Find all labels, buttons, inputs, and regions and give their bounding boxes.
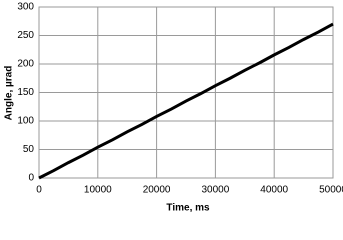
chart: Time, ms Angle, µrad 0501001502002503000… [4,2,343,214]
x-tick-label: 50000 [319,185,343,196]
y-tick-label: 300 [17,2,34,13]
x-tick-label: 20000 [143,185,171,196]
x-tick-label: 10000 [84,185,112,196]
y-tick-label: 0 [28,173,34,184]
y-tick-label: 50 [23,144,35,155]
page: {"chart_data": {"type": "line", "x_label… [3,1,343,214]
y-tick-label: 250 [17,30,34,41]
y-tick-label: 200 [17,59,34,70]
plot-frame [38,6,334,179]
x-tick-label: 40000 [260,185,288,196]
data-line [38,22,334,180]
x-tick-label: 30000 [201,185,229,196]
x-axis-title: Time, ms [166,203,210,214]
y-axis-title: Angle, µrad [4,66,15,121]
y-tick-label: 150 [17,87,34,98]
x-tick-label: 0 [36,185,42,196]
y-tick-label: 100 [17,116,34,127]
